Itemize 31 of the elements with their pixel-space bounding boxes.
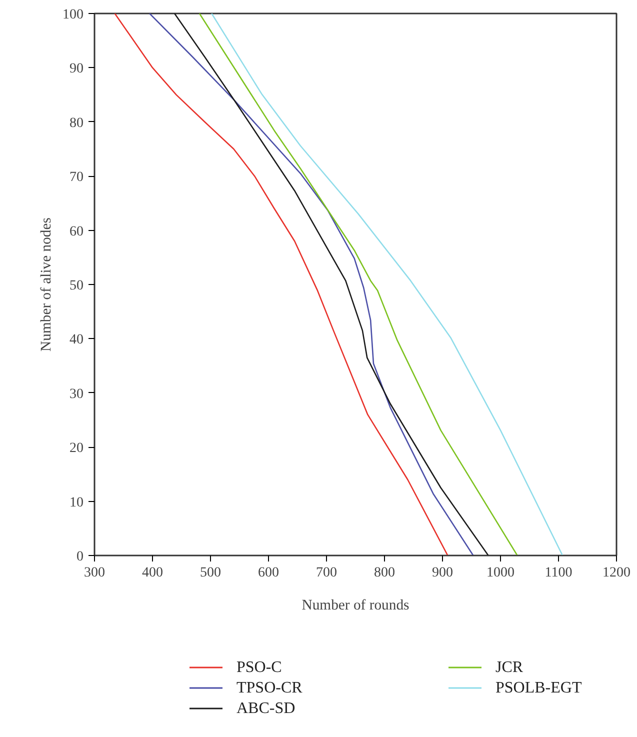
line-series — [114, 14, 448, 556]
legend-label: PSOLB-EGT — [496, 680, 582, 696]
x-tick-label: 700 — [316, 566, 337, 580]
y-tick-label: 80 — [70, 116, 84, 131]
y-tick-label: 0 — [76, 550, 84, 564]
x-tick-label: 500 — [200, 566, 221, 580]
y-tick-label: 20 — [70, 441, 84, 456]
legend-label: ABC-SD — [236, 700, 296, 717]
x-tick-label: 800 — [374, 566, 395, 580]
x-axis-title: Number of rounds — [302, 598, 410, 614]
y-tick-label: 10 — [70, 495, 84, 510]
y-tick-label: 90 — [70, 62, 84, 77]
y-tick-label: 30 — [70, 386, 84, 402]
line-series — [211, 14, 564, 556]
y-tick-label: 70 — [70, 170, 84, 186]
y-tick-label: 60 — [70, 224, 84, 240]
x-tick-label: 300 — [84, 566, 105, 580]
x-tick-label: 1000 — [486, 566, 514, 580]
x-tick-label: 900 — [432, 566, 453, 580]
legend-label: TPSO-CR — [236, 680, 303, 696]
y-axis-title: Number of alive nodes — [38, 217, 54, 352]
y-tick-label: 100 — [62, 8, 84, 22]
legend-label: JCR — [496, 659, 524, 676]
x-tick-label: 1200 — [602, 566, 630, 580]
y-tick-label: 50 — [70, 278, 84, 294]
line-series — [198, 14, 518, 556]
x-tick-label: 1100 — [544, 566, 572, 580]
y-tick-label: 40 — [70, 332, 84, 348]
x-tick-label: 600 — [258, 566, 279, 580]
x-tick-label: 400 — [142, 566, 163, 580]
legend-label: PSO-C — [236, 659, 282, 676]
